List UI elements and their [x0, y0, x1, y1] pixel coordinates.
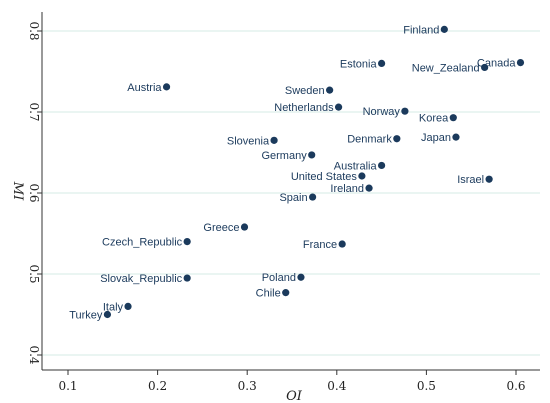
data-point: Greece [203, 222, 249, 234]
point-label: Germany [261, 150, 307, 162]
point-label: Slovak_Republic [100, 273, 182, 285]
x-tick-label: 0.3 [238, 379, 257, 393]
point-marker [401, 107, 409, 115]
x-axis-title: OI [286, 389, 303, 403]
gridlines [42, 30, 540, 356]
data-point: Spain [279, 192, 317, 204]
point-marker [309, 193, 317, 201]
data-point: Chile [256, 288, 290, 300]
point-label: Turkey [69, 310, 103, 322]
point-marker [449, 114, 457, 122]
data-point: Czech_Republic [102, 237, 191, 249]
data-point: Slovenia [227, 135, 278, 147]
point-marker [338, 240, 346, 248]
point-marker [326, 86, 334, 94]
point-label: Norway [363, 106, 401, 118]
point-label: Finland [403, 24, 439, 36]
data-point: Netherlands [274, 102, 343, 114]
data-point: Korea [419, 113, 457, 125]
data-point: Turkey [69, 310, 112, 322]
tick-labels: 0.4 0.5 0.6 0.7 0.8 0.1 0.2 0.3 0.4 0.5 0.6 [27, 21, 526, 393]
point-label: Israel [457, 174, 484, 186]
point-marker [308, 151, 316, 159]
point-marker [393, 135, 401, 143]
data-point: Norway [363, 106, 409, 118]
point-label: Netherlands [274, 102, 334, 114]
y-tick-label: 0.6 [27, 183, 41, 202]
point-marker [452, 133, 460, 141]
data-point: Estonia [340, 58, 386, 70]
point-marker [162, 83, 171, 91]
point-label: Korea [419, 113, 449, 125]
point-label: New_Zealand [412, 62, 480, 74]
point-label: Denmark [347, 134, 392, 146]
x-tick-label: 0.5 [417, 379, 436, 393]
point-label: Austria [127, 82, 162, 94]
data-point: Germany [261, 150, 316, 162]
axes [41, 12, 540, 371]
point-marker [485, 175, 493, 183]
point-label: Spain [279, 192, 307, 204]
point-label: Poland [262, 272, 296, 284]
point-label: Slovenia [227, 135, 270, 147]
data-point: New_Zealand [412, 62, 489, 74]
point-label: United States [291, 171, 358, 183]
point-marker [481, 63, 489, 72]
y-axis-title: MI [10, 181, 25, 201]
data-point: United States [291, 171, 366, 183]
point-label: Sweden [285, 85, 325, 97]
x-tick-label: 0.1 [58, 379, 77, 393]
data-point: France [303, 239, 346, 251]
data-point: Denmark [347, 134, 401, 146]
point-marker [183, 274, 191, 282]
point-marker [440, 25, 448, 33]
point-marker [378, 161, 386, 170]
point-label: Italy [103, 301, 124, 313]
data-point: Poland [262, 272, 305, 284]
point-marker [124, 302, 132, 310]
data-point: Israel [457, 174, 493, 186]
point-label: Chile [256, 288, 281, 300]
data-point: Sweden [285, 85, 334, 97]
point-marker [270, 136, 278, 144]
data-point: Italy [103, 301, 132, 313]
y-tick-label: 0.4 [27, 345, 41, 364]
y-tick-label: 0.5 [27, 264, 41, 283]
point-marker [358, 172, 366, 180]
point-marker [240, 223, 249, 231]
point-label: Australia [334, 160, 378, 172]
x-tick-label: 0.6 [506, 379, 525, 393]
point-marker [183, 238, 191, 246]
point-marker [282, 289, 290, 297]
x-tick-label: 0.4 [327, 379, 346, 393]
y-tick-label: 0.7 [27, 102, 41, 121]
data-point: Austria [127, 82, 171, 94]
point-marker [378, 59, 386, 67]
data-point: Australia [334, 160, 386, 172]
point-label: Estonia [340, 58, 378, 70]
data-point: Ireland [330, 183, 373, 195]
point-label: Ireland [330, 183, 364, 195]
x-tick-label: 0.2 [148, 379, 167, 393]
point-label: France [303, 239, 337, 251]
point-marker [516, 58, 525, 67]
point-label: Japan [421, 132, 451, 144]
point-marker [365, 184, 373, 192]
point-marker [334, 103, 343, 111]
point-marker [297, 273, 305, 281]
point-label: Czech_Republic [102, 237, 183, 249]
point-label: Greece [203, 222, 239, 234]
point-marker [103, 310, 112, 319]
y-tick-label: 0.8 [27, 21, 41, 40]
data-point: Finland [403, 24, 448, 36]
data-point: Japan [421, 132, 460, 144]
data-point: Slovak_Republic [100, 273, 191, 285]
